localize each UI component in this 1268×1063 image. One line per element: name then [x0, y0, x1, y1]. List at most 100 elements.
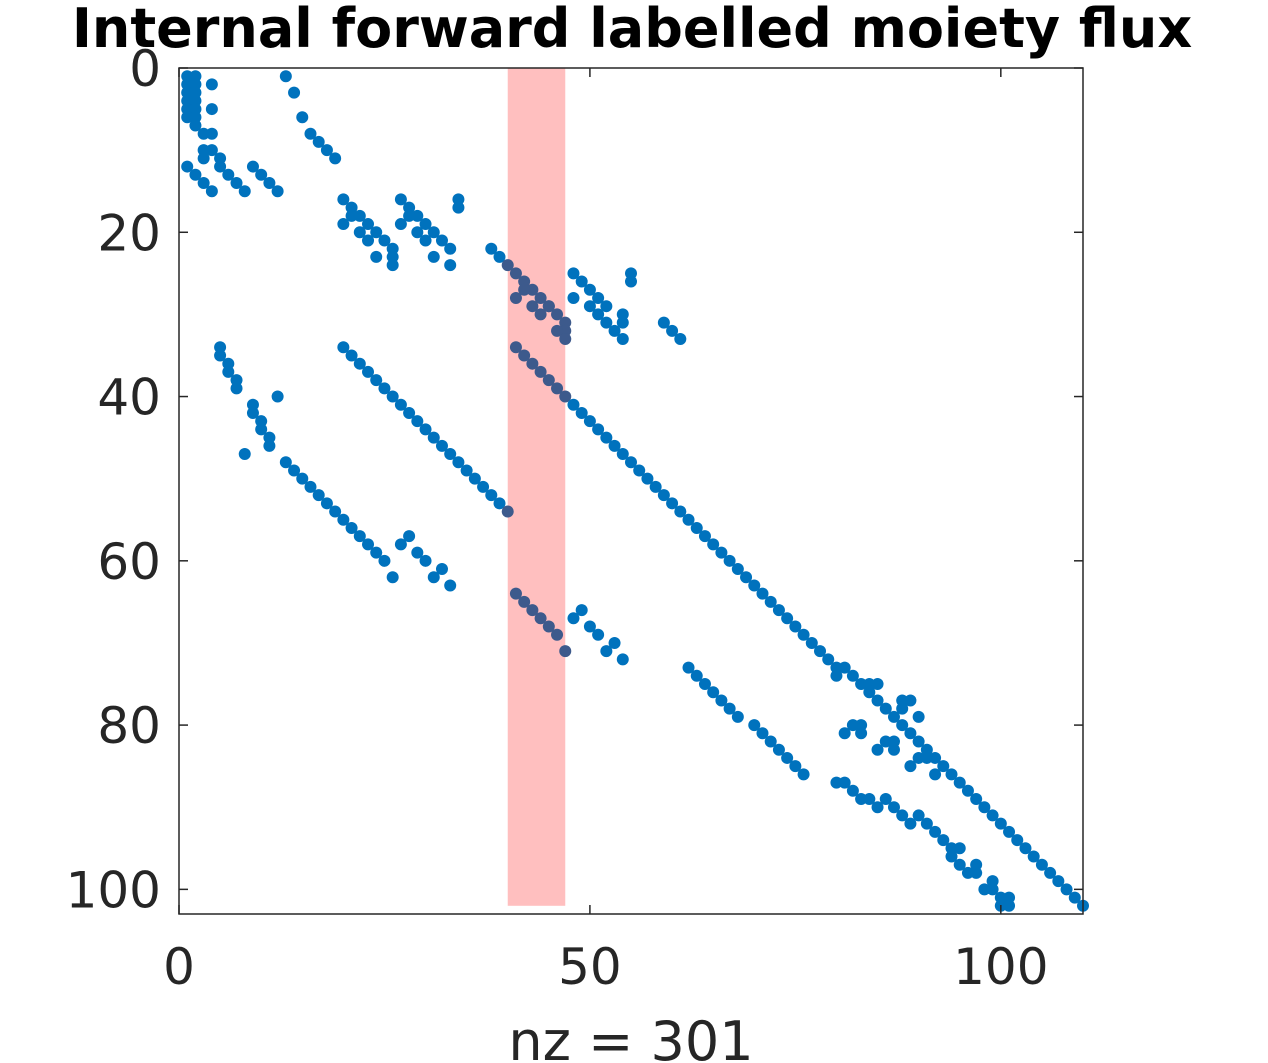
data-point	[189, 119, 202, 132]
data-point	[575, 604, 588, 617]
data-point	[600, 431, 613, 444]
data-point	[945, 768, 958, 781]
data-point	[320, 144, 333, 157]
data-point	[871, 694, 884, 707]
data-point	[797, 768, 810, 781]
data-point	[551, 324, 564, 337]
data-point	[1035, 858, 1048, 871]
data-point	[509, 291, 522, 304]
data-point	[452, 456, 465, 469]
data-point	[682, 661, 695, 674]
data-point	[501, 259, 514, 272]
data-point	[534, 308, 547, 321]
data-point	[830, 661, 843, 674]
data-point	[205, 127, 218, 140]
data-point	[518, 595, 531, 608]
data-point	[698, 530, 711, 543]
data-point	[592, 308, 605, 321]
data-point	[411, 209, 424, 222]
data-point	[518, 275, 531, 288]
data-point	[690, 521, 703, 534]
data-point	[181, 70, 194, 83]
data-point	[452, 201, 465, 214]
data-point	[986, 883, 999, 896]
data-point	[411, 546, 424, 559]
data-point	[863, 686, 876, 699]
data-point	[329, 505, 342, 518]
x-tick-label: 50	[558, 938, 622, 996]
y-tick-label: 100	[66, 861, 161, 919]
data-point	[427, 226, 440, 239]
data-point	[189, 70, 202, 83]
data-point	[986, 809, 999, 822]
data-point	[394, 218, 407, 231]
data-point	[526, 357, 539, 370]
data-point	[312, 489, 325, 502]
data-points	[181, 70, 1089, 912]
data-point	[296, 472, 309, 485]
data-point	[427, 250, 440, 263]
y-tick-label: 40	[97, 369, 161, 427]
data-point	[764, 735, 777, 748]
data-point	[846, 784, 859, 797]
data-point	[912, 809, 925, 822]
data-point	[575, 406, 588, 419]
data-point	[929, 768, 942, 781]
data-point	[468, 472, 481, 485]
data-point	[542, 620, 555, 633]
data-point	[1052, 875, 1065, 888]
data-point	[542, 300, 555, 313]
data-point	[814, 645, 827, 658]
data-point	[592, 291, 605, 304]
data-point	[937, 834, 950, 847]
data-point	[559, 390, 572, 403]
data-point	[633, 464, 646, 477]
data-point	[197, 144, 210, 157]
data-point	[197, 176, 210, 189]
data-point	[222, 365, 235, 378]
data-point	[698, 678, 711, 691]
data-point	[337, 218, 350, 231]
data-point	[559, 324, 572, 337]
data-point	[912, 751, 925, 764]
data-point	[764, 595, 777, 608]
data-point	[534, 291, 547, 304]
data-point	[559, 333, 572, 346]
data-point	[394, 398, 407, 411]
data-point	[781, 612, 794, 625]
data-point	[994, 891, 1007, 904]
data-point	[337, 341, 350, 354]
data-point	[526, 283, 539, 296]
data-point	[616, 653, 629, 666]
data-point	[970, 858, 983, 871]
data-point	[822, 653, 835, 666]
data-point	[378, 382, 391, 395]
data-point	[189, 78, 202, 91]
data-point	[485, 489, 498, 502]
data-point	[953, 842, 966, 855]
data-point	[616, 333, 629, 346]
data-point	[353, 357, 366, 370]
data-point	[592, 423, 605, 436]
data-point	[444, 579, 457, 592]
data-point	[246, 160, 259, 173]
data-point	[707, 686, 720, 699]
data-point	[246, 406, 259, 419]
data-point	[855, 727, 868, 740]
data-point	[255, 168, 268, 181]
data-point	[386, 250, 399, 263]
data-point	[435, 563, 448, 576]
data-point	[304, 480, 317, 493]
data-point	[855, 678, 868, 691]
data-point	[1003, 825, 1016, 838]
data-point	[263, 439, 276, 452]
data-point	[378, 554, 391, 567]
data-point	[345, 349, 358, 362]
data-point	[197, 127, 210, 140]
highlight-band	[507, 68, 566, 906]
data-point	[279, 456, 292, 469]
axes-box	[178, 67, 1084, 915]
data-point	[1027, 850, 1040, 863]
data-point	[961, 866, 974, 879]
